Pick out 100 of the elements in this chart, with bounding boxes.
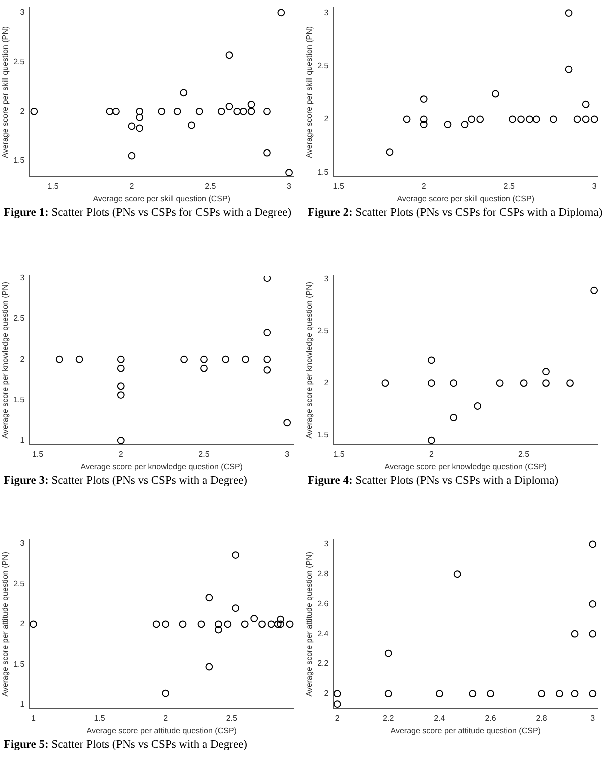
point [241, 620, 249, 628]
point [152, 620, 160, 628]
point [518, 116, 525, 124]
point [117, 364, 125, 372]
point [589, 540, 597, 548]
point [496, 380, 504, 388]
y-tick-label: 1 [20, 436, 26, 445]
point [136, 108, 144, 116]
point [571, 630, 579, 638]
point [334, 700, 342, 708]
y-axis-title: Average score per attitude question (PN) [305, 552, 314, 697]
point [286, 169, 293, 177]
y-tick-label: 3 [324, 540, 330, 549]
point [136, 124, 144, 132]
point [428, 436, 436, 444]
point [286, 620, 294, 628]
x-tick-label: 3 [590, 714, 596, 723]
y-tick-label: 2.5 [14, 314, 26, 324]
point [264, 366, 272, 374]
point [538, 690, 546, 698]
x-tick-label: 2 [164, 714, 169, 723]
y-axis-title: Average score per knowledge question (PN) [1, 282, 10, 439]
x-tick-label: 3 [285, 450, 290, 459]
point [214, 626, 222, 634]
y-tick-label: 1.5 [14, 395, 26, 404]
point [198, 620, 206, 628]
point [420, 116, 428, 124]
point [450, 414, 458, 422]
point [30, 620, 38, 628]
point [258, 620, 266, 628]
x-tick-label: 1.5 [94, 714, 106, 723]
y-tick-label: 2.6 [318, 599, 330, 608]
y-axis-title: Average score per skill question (PN) [1, 26, 10, 158]
y-tick-label: 1 [20, 700, 26, 709]
point [136, 114, 144, 122]
point [278, 9, 286, 17]
point [234, 108, 242, 116]
x-tick-label: 2.5 [198, 450, 210, 459]
point [232, 552, 240, 559]
y-tick-label: 2 [20, 354, 26, 364]
point [214, 620, 222, 628]
point [590, 116, 598, 124]
point [334, 690, 342, 698]
point [520, 380, 528, 388]
point [428, 380, 436, 388]
point [428, 356, 436, 364]
point [200, 364, 208, 372]
point [117, 382, 125, 390]
text: Figure 2: Scatter Plots (PNs vs CSPs for CSPs with a Diploma) [307, 207, 604, 220]
point [117, 392, 125, 399]
point [248, 108, 256, 116]
point [179, 620, 187, 628]
y-tick-label: 2.2 [318, 659, 330, 668]
point [469, 690, 477, 698]
x-tick-label: 1.5 [333, 182, 345, 191]
y-tick-label: 3 [324, 274, 330, 284]
y-tick-label: 3 [324, 8, 330, 18]
point [444, 121, 452, 128]
point [56, 356, 64, 364]
point [420, 121, 428, 128]
point [542, 380, 550, 388]
y-tick-label: 2.5 [14, 579, 26, 588]
y-tick-label: 1.5 [318, 430, 330, 440]
x-tick-label: 2.5 [518, 450, 530, 459]
y-tick-label: 2.5 [318, 326, 330, 336]
point [180, 89, 188, 97]
x-axis-title: Average score per attitude question (CSP) [390, 726, 542, 736]
x-tick-label: 3 [592, 182, 598, 191]
point [476, 116, 484, 124]
y-tick-label: 1.5 [14, 660, 26, 669]
point [436, 690, 444, 698]
y-tick-label: 3 [20, 274, 26, 283]
point [386, 148, 394, 156]
point [582, 100, 590, 108]
point [565, 66, 573, 74]
x-tick-label: 2 [335, 714, 340, 723]
point [224, 620, 232, 628]
text: Figure 5: Scatter Plots (PNs vs CSPs with a Degree) [3, 739, 249, 752]
x-axis-title: Average score per skill question (CSP) [397, 194, 535, 204]
point [589, 690, 597, 698]
point [128, 152, 136, 160]
point [492, 90, 500, 98]
point [571, 690, 579, 698]
point [574, 116, 582, 124]
point [106, 108, 114, 116]
y-axis-title: Average score per knowledge question (PN) [305, 282, 314, 439]
point [222, 356, 230, 364]
point [112, 108, 120, 116]
text: Figure 4: Scatter Plots (PNs vs CSPs with a Diploma) [307, 475, 560, 488]
point [526, 116, 534, 124]
x-axis-title: Average score per skill question (CSP) [93, 194, 231, 204]
point [174, 108, 182, 116]
point [218, 108, 226, 116]
point [542, 368, 550, 376]
point [196, 108, 204, 116]
point [474, 402, 482, 410]
x-tick-label: 1.5 [32, 450, 44, 459]
x-tick-label: 2.5 [226, 714, 238, 723]
point [384, 690, 392, 698]
point [226, 52, 234, 60]
